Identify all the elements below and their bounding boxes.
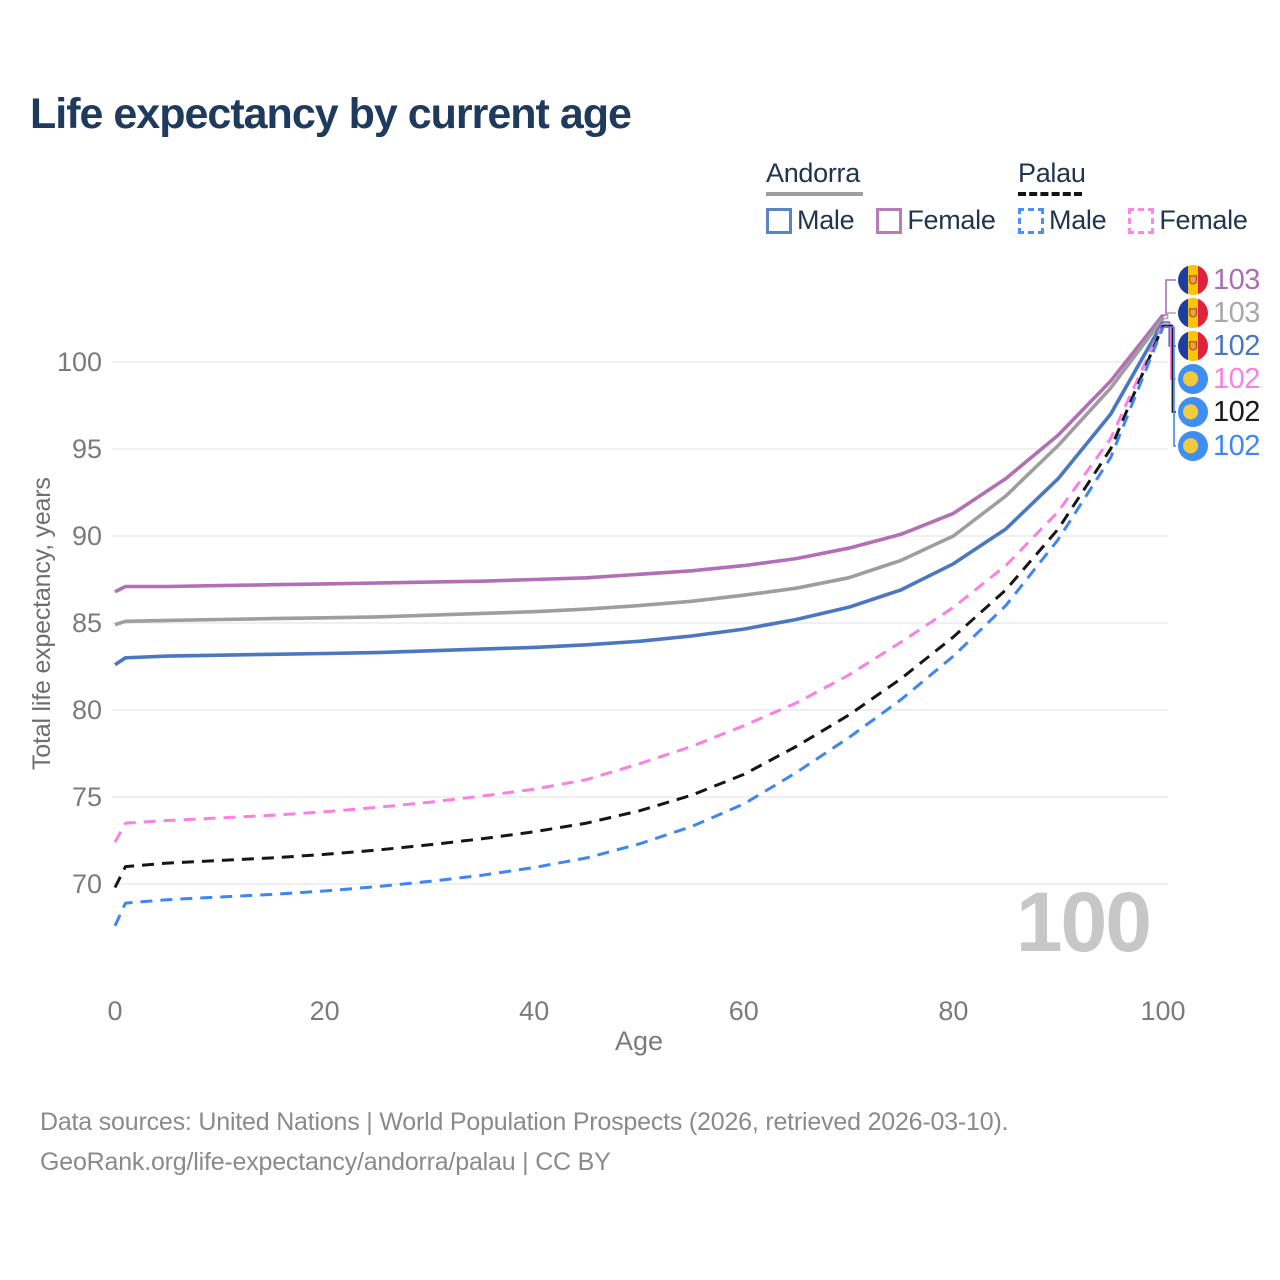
- end-value-label: 102: [1213, 395, 1260, 428]
- y-tick-80: 80: [72, 695, 102, 725]
- x-axis-title: Age: [614, 1026, 664, 1056]
- end-value-label: 103: [1213, 296, 1260, 329]
- end-value-label: 102: [1213, 329, 1260, 362]
- leader-line-andorra-female: [1163, 279, 1176, 316]
- end-label-row-palau-total: 102: [1178, 395, 1260, 428]
- legend-group-palau: Palau Male Female: [1018, 158, 1270, 236]
- x-tick-80: 80: [938, 996, 968, 1026]
- y-tick-75: 75: [72, 782, 102, 812]
- data-sources-text: Data sources: United Nations | World Pop…: [40, 1108, 1009, 1136]
- palau-flag-icon: [1178, 364, 1208, 394]
- series-line-andorra-total[interactable]: [114, 317, 1165, 627]
- y-tick-70: 70: [72, 869, 102, 899]
- x-tick-0: 0: [107, 996, 122, 1026]
- palau-male-swatch-icon: [1018, 207, 1044, 234]
- attribution-text: GeoRank.org/life-expectancy/andorra/pala…: [40, 1148, 611, 1176]
- y-tick-100: 100: [57, 347, 102, 377]
- legend-item-palau-male[interactable]: Male: [1018, 205, 1107, 236]
- end-label-row-palau-female: 102: [1178, 362, 1260, 395]
- end-label-row-andorra-female: 103: [1178, 263, 1260, 296]
- leader-line-palau-male: [1163, 326, 1176, 447]
- legend-label-palau-male: Male: [1049, 205, 1107, 235]
- series-line-palau-female[interactable]: [113, 323, 1165, 843]
- y-tick-95: 95: [72, 434, 102, 464]
- age-watermark: 100: [1015, 875, 1152, 969]
- legend-label-palau-female: Female: [1159, 205, 1248, 235]
- andorra-female-swatch-icon: [876, 207, 903, 234]
- end-label-row-andorra-total: 103: [1178, 296, 1260, 329]
- palau-flag-icon: [1178, 397, 1208, 427]
- series-line-andorra-male[interactable]: [114, 321, 1165, 667]
- legend-group-andorra: Andorra Male Female: [766, 158, 1018, 236]
- end-label-row-palau-male: 102: [1178, 429, 1260, 462]
- x-tick-40: 40: [519, 996, 549, 1026]
- y-tick-85: 85: [72, 608, 102, 638]
- andorra-flag-icon: [1178, 331, 1208, 361]
- legend-country-andorra[interactable]: Andorra: [766, 158, 860, 188]
- legend-label-andorra-male: Male: [797, 205, 855, 235]
- end-value-label: 103: [1213, 263, 1260, 296]
- palau-female-swatch-icon: [1128, 207, 1155, 234]
- andorra-flag-icon: [1178, 265, 1208, 295]
- x-tick-20: 20: [310, 996, 340, 1026]
- andorra-flag-icon: [1178, 298, 1208, 328]
- series-line-andorra-female[interactable]: [114, 313, 1165, 594]
- end-label-row-andorra-male: 102: [1178, 329, 1260, 362]
- legend-andorra-linestyle-sample: [766, 192, 863, 196]
- page-title: Life expectancy by current age: [30, 90, 632, 138]
- x-tick-100: 100: [1140, 996, 1185, 1026]
- end-value-label: 102: [1213, 429, 1260, 462]
- legend-item-andorra-female[interactable]: Female: [876, 205, 996, 236]
- x-tick-60: 60: [729, 996, 759, 1026]
- series-line-palau-male[interactable]: [113, 326, 1165, 927]
- andorra-male-swatch-icon: [766, 207, 792, 234]
- leader-line-andorra-total: [1163, 312, 1176, 320]
- legend-item-andorra-male[interactable]: Male: [766, 205, 855, 236]
- series-line-palau-total[interactable]: [113, 324, 1165, 889]
- y-axis-title: Total life expectancy, years: [28, 477, 56, 771]
- y-tick-90: 90: [72, 521, 102, 551]
- legend-item-palau-female[interactable]: Female: [1128, 205, 1248, 236]
- legend-country-palau[interactable]: Palau: [1018, 158, 1086, 188]
- legend-palau-linestyle-sample: [1018, 192, 1082, 196]
- palau-flag-icon: [1178, 431, 1208, 461]
- legend-label-andorra-female: Female: [907, 205, 996, 235]
- end-value-label: 102: [1213, 362, 1260, 395]
